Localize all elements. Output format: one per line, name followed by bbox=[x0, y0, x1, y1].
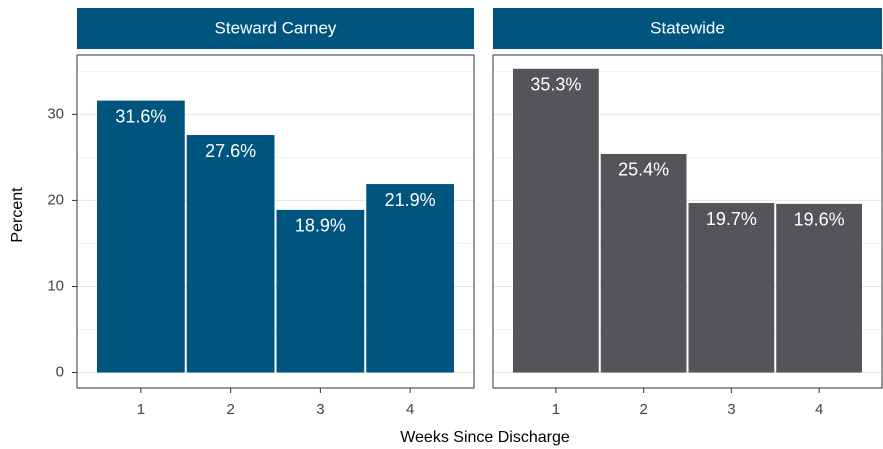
y-tick-label: 30 bbox=[47, 105, 64, 122]
bar bbox=[97, 100, 185, 373]
data-label: 31.6% bbox=[115, 106, 166, 126]
x-tick-label: 4 bbox=[406, 401, 414, 418]
x-tick-label: 1 bbox=[552, 401, 560, 418]
x-tick-label: 2 bbox=[639, 401, 647, 418]
facet-title: Steward Carney bbox=[215, 18, 337, 37]
data-label: 25.4% bbox=[618, 160, 669, 180]
bar bbox=[688, 203, 775, 373]
strip bbox=[493, 8, 882, 49]
bar bbox=[600, 153, 687, 373]
data-label: 27.6% bbox=[205, 141, 256, 161]
data-label: 21.9% bbox=[385, 190, 436, 210]
data-label: 18.9% bbox=[295, 216, 346, 236]
x-tick-label: 3 bbox=[727, 401, 735, 418]
y-tick-label: 10 bbox=[47, 277, 64, 294]
x-axis-label: Weeks Since Discharge bbox=[400, 429, 570, 446]
facet-title: Statewide bbox=[650, 18, 725, 37]
strip bbox=[77, 8, 474, 49]
data-label: 35.3% bbox=[530, 75, 581, 95]
bar bbox=[276, 209, 365, 373]
bar bbox=[186, 135, 275, 373]
x-tick-label: 1 bbox=[137, 401, 145, 418]
x-tick-label: 3 bbox=[316, 401, 324, 418]
x-tick-label: 4 bbox=[815, 401, 823, 418]
panel-border bbox=[76, 54, 475, 389]
panel-border bbox=[492, 54, 883, 389]
bar bbox=[366, 184, 454, 373]
data-label: 19.6% bbox=[794, 210, 845, 230]
bar bbox=[513, 68, 599, 373]
data-label: 19.7% bbox=[706, 209, 757, 229]
y-axis-label: Percent bbox=[9, 187, 26, 243]
x-tick-label: 2 bbox=[226, 401, 234, 418]
bar bbox=[776, 203, 862, 373]
y-tick-label: 0 bbox=[56, 363, 64, 380]
y-tick-label: 20 bbox=[47, 191, 64, 208]
